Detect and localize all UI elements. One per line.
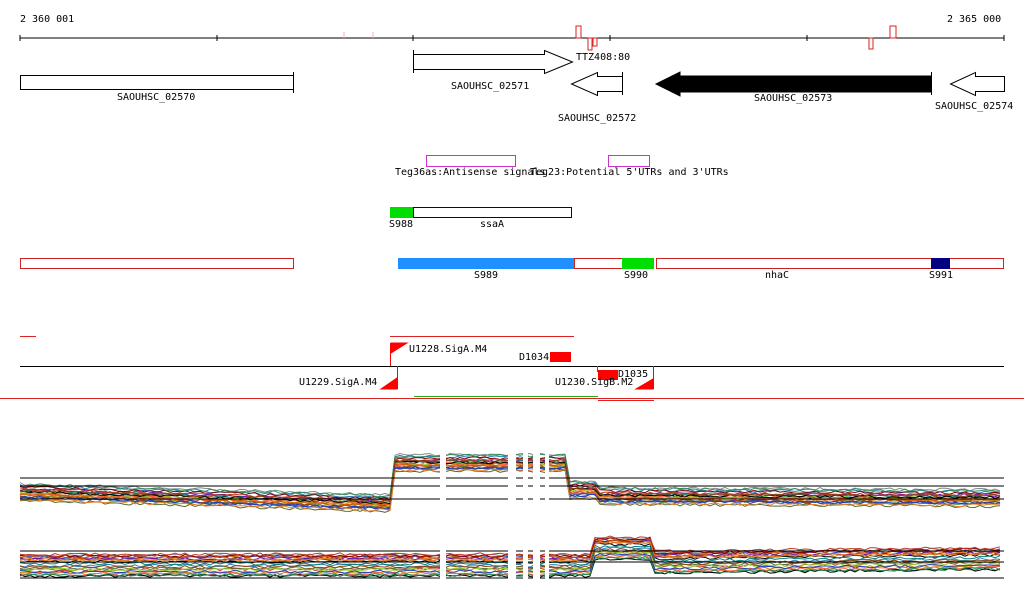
s988-label[interactable]: S988 [389,219,414,230]
s989-segment[interactable] [398,258,575,269]
s991-segment[interactable] [931,258,950,269]
teg36as-feature[interactable] [426,155,516,167]
gene-saouhsc-02572-label[interactable]: SAOUHSC_02572 [558,113,637,124]
u1229-promoter-marker [379,366,398,390]
s990-segment[interactable] [622,258,654,269]
nhac-label[interactable]: nhaC [765,270,790,281]
ttz408-label[interactable]: TTZ408:80 [576,52,631,63]
gene-saouhsc-02573-label[interactable]: SAOUHSC_02573 [754,93,833,104]
gene-saouhsc-02572-arrow [570,71,623,97]
promoter-track [0,336,1024,401]
ssaa-segment[interactable] [413,207,572,218]
u1228-promoter-marker [390,342,409,366]
nhac-segment[interactable] [656,258,1004,269]
u1228-label[interactable]: U1228.SigA.M4 [409,344,488,355]
expression-gap [440,440,446,590]
s989-label[interactable]: S989 [474,270,499,281]
d1035-block [598,370,618,380]
teg36as-label[interactable]: Teg36as:Antisense signals [395,167,546,178]
teg23-label[interactable]: Teg23:Potential 5'UTRs and 3'UTRs [530,167,729,178]
gene-track [20,49,1005,97]
d1035-label[interactable]: D1035 [618,369,649,380]
teg23-feature[interactable] [608,155,650,167]
expression-gap [545,440,549,590]
gene-saouhsc-02574-label[interactable]: SAOUHSC_02574 [935,101,1014,112]
gene-saouhsc-02571-arrow [413,49,574,75]
segment-left-outline[interactable] [20,258,294,269]
s990-label[interactable]: S990 [624,270,649,281]
gene-saouhsc-02570-label[interactable]: SAOUHSC_02570 [117,92,196,103]
gene-saouhsc-02573-arrow [654,71,932,97]
u1229-label[interactable]: U1229.SigA.M4 [299,377,378,388]
gene-saouhsc-02574-arrow [949,71,1005,97]
s988-segment[interactable] [390,207,414,218]
ruler-end-label: 2 365 000 [947,14,1002,25]
s991-label[interactable]: S991 [929,270,954,281]
u1230-promoter-marker [634,366,654,390]
ssaa-label[interactable]: ssaA [480,219,505,230]
coordinate-ruler [19,25,1005,51]
d1034-block [550,352,571,362]
expression-gap [523,440,528,590]
ruler-start-label: 2 360 001 [20,14,75,25]
expression-gap [533,440,540,590]
expression-gap [508,440,516,590]
u1230-label[interactable]: U1230.SigB.M2 [555,377,634,388]
d1034-label[interactable]: D1034 [519,352,550,363]
gene-saouhsc-02571-label[interactable]: SAOUHSC_02571 [451,81,530,92]
